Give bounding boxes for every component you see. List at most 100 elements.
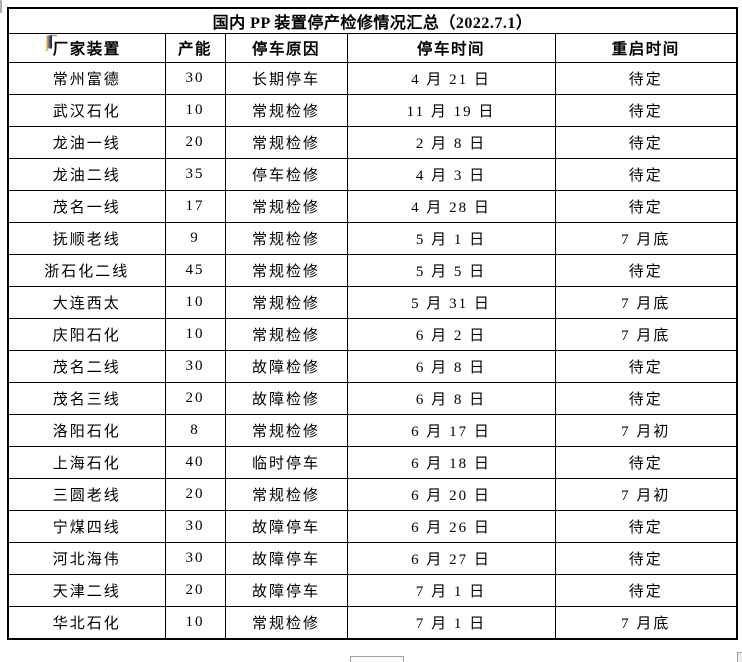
cell-stop-reason: 临时停车 [224,446,348,479]
cell-plant: 庆阳石化 [7,318,166,351]
cell-capacity: 30 [164,62,226,95]
table-row: 上海石化 40 临时停车 6 月 18 日待定 [7,446,738,479]
title-row: 国内 PP 装置停产检修情况汇总（2022.7.1） [7,7,738,34]
cell-stop-reason: 常规检修 [224,126,348,159]
cell-stop-date: 6 月 20 日 [346,478,556,511]
cell-stop-reason: 常规检修 [224,190,348,223]
cell-stop-reason: 常规检修 [224,606,348,640]
cell-capacity: 17 [164,190,226,223]
cell-restart-date: 7 月初 [554,478,738,511]
cell-restart-date: 待定 [554,62,738,95]
column-header-capacity: 产能 [164,33,226,63]
cell-stop-reason: 故障检修 [224,382,348,415]
cell-capacity: 40 [164,446,226,479]
cell-plant: 龙油一线 [7,126,166,159]
cell-capacity: 20 [164,478,226,511]
cell-restart-date: 7 月底 [554,222,738,255]
cell-plant: 武汉石化 [7,94,166,127]
cell-capacity: 45 [164,254,226,287]
cell-plant: 茂名二线 [7,350,166,383]
cell-plant: 浙石化二线 [7,254,166,287]
cell-restart-date: 待定 [554,510,738,543]
cell-stop-reason: 故障检修 [224,350,348,383]
cell-stop-date: 4 月 28 日 [346,190,556,223]
table-row: 茂名二线 30 故障检修 6 月 8 日待定 [7,350,738,383]
cell-plant: 龙油二线 [7,158,166,191]
cell-capacity: 35 [164,158,226,191]
partial-scroll-button[interactable] [350,656,404,662]
cell-capacity: 8 [164,414,226,447]
cell-capacity: 20 [164,126,226,159]
cell-stop-reason: 常规检修 [224,414,348,447]
cell-restart-date: 7 月底 [554,606,738,640]
cell-stop-date: 6 月 17 日 [346,414,556,447]
cell-restart-date: 7 月初 [554,414,738,447]
cell-plant: 洛阳石化 [7,414,166,447]
table-row: 浙石化二线 45 常规检修 5 月 5 日待定 [7,254,738,287]
table-row: 龙油一线 20 常规检修 2 月 8 日待定 [7,126,738,159]
cell-restart-date: 待定 [554,190,738,223]
cell-capacity: 30 [164,350,226,383]
header-row: 厂家装置 产能 停车原因 停车时间 重启时间 [7,33,738,63]
cell-capacity: 20 [164,574,226,607]
cell-stop-date: 6 月 8 日 [346,382,556,415]
cell-stop-date: 7 月 1 日 [346,606,556,640]
cell-restart-date: 待定 [554,350,738,383]
cell-stop-date: 6 月 8 日 [346,350,556,383]
table-title: 国内 PP 装置停产检修情况汇总（2022.7.1） [7,7,738,34]
cell-stop-date: 5 月 31 日 [346,286,556,319]
cell-stop-date: 11 月 19 日 [346,94,556,127]
cell-capacity: 30 [164,510,226,543]
cell-stop-reason: 常规检修 [224,254,348,287]
cell-plant: 抚顺老线 [7,222,166,255]
cell-capacity: 10 [164,606,226,640]
cell-stop-date: 4 月 3 日 [346,158,556,191]
cell-plant: 常州富德 [7,62,166,95]
cell-plant: 宁煤四线 [7,510,166,543]
table-row: 茂名一线 17 常规检修 4 月 28 日待定 [7,190,738,223]
table-row: 武汉石化 10 常规检修 11 月 19 日待定 [7,94,738,127]
cell-restart-date: 待定 [554,94,738,127]
cell-capacity: 20 [164,382,226,415]
cell-stop-date: 2 月 8 日 [346,126,556,159]
cell-stop-reason: 常规检修 [224,478,348,511]
cell-restart-date: 待定 [554,126,738,159]
cell-stop-date: 6 月 26 日 [346,510,556,543]
cell-stop-reason: 常规检修 [224,286,348,319]
cell-restart-date: 待定 [554,158,738,191]
cell-stop-date: 4 月 21 日 [346,62,556,95]
cell-stop-date: 5 月 5 日 [346,254,556,287]
cell-restart-date: 待定 [554,542,738,575]
cell-plant: 上海石化 [7,446,166,479]
cell-plant: 河北海伟 [7,542,166,575]
cell-restart-date: 待定 [554,446,738,479]
cell-stop-date: 7 月 1 日 [346,574,556,607]
cell-plant: 三圆老线 [7,478,166,511]
table-row: 宁煤四线 30 故障停车 6 月 26 日待定 [7,510,738,543]
cell-capacity: 30 [164,542,226,575]
cell-stop-reason: 常规检修 [224,94,348,127]
cell-capacity: 9 [164,222,226,255]
cell-stop-reason: 故障停车 [224,510,348,543]
cell-restart-date: 待定 [554,574,738,607]
cell-capacity: 10 [164,318,226,351]
pp-shutdown-summary-table: 国内 PP 装置停产检修情况汇总（2022.7.1） 厂家装置 产能 停车原因 停车时… [7,7,739,640]
cell-stop-date: 6 月 2 日 [346,318,556,351]
corner-artifact [737,652,742,662]
cell-restart-date: 待定 [554,254,738,287]
cell-stop-reason: 故障停车 [224,542,348,575]
table-row: 河北海伟 30 故障停车 6 月 27 日待定 [7,542,738,575]
cell-stop-reason: 长期停车 [224,62,348,95]
column-header-stop-date: 停车时间 [346,33,556,63]
table-row: 龙油二线 35 停车检修 4 月 3 日待定 [7,158,738,191]
cell-plant: 茂名一线 [7,190,166,223]
cell-plant: 天津二线 [7,574,166,607]
cell-plant: 华北石化 [7,606,166,640]
